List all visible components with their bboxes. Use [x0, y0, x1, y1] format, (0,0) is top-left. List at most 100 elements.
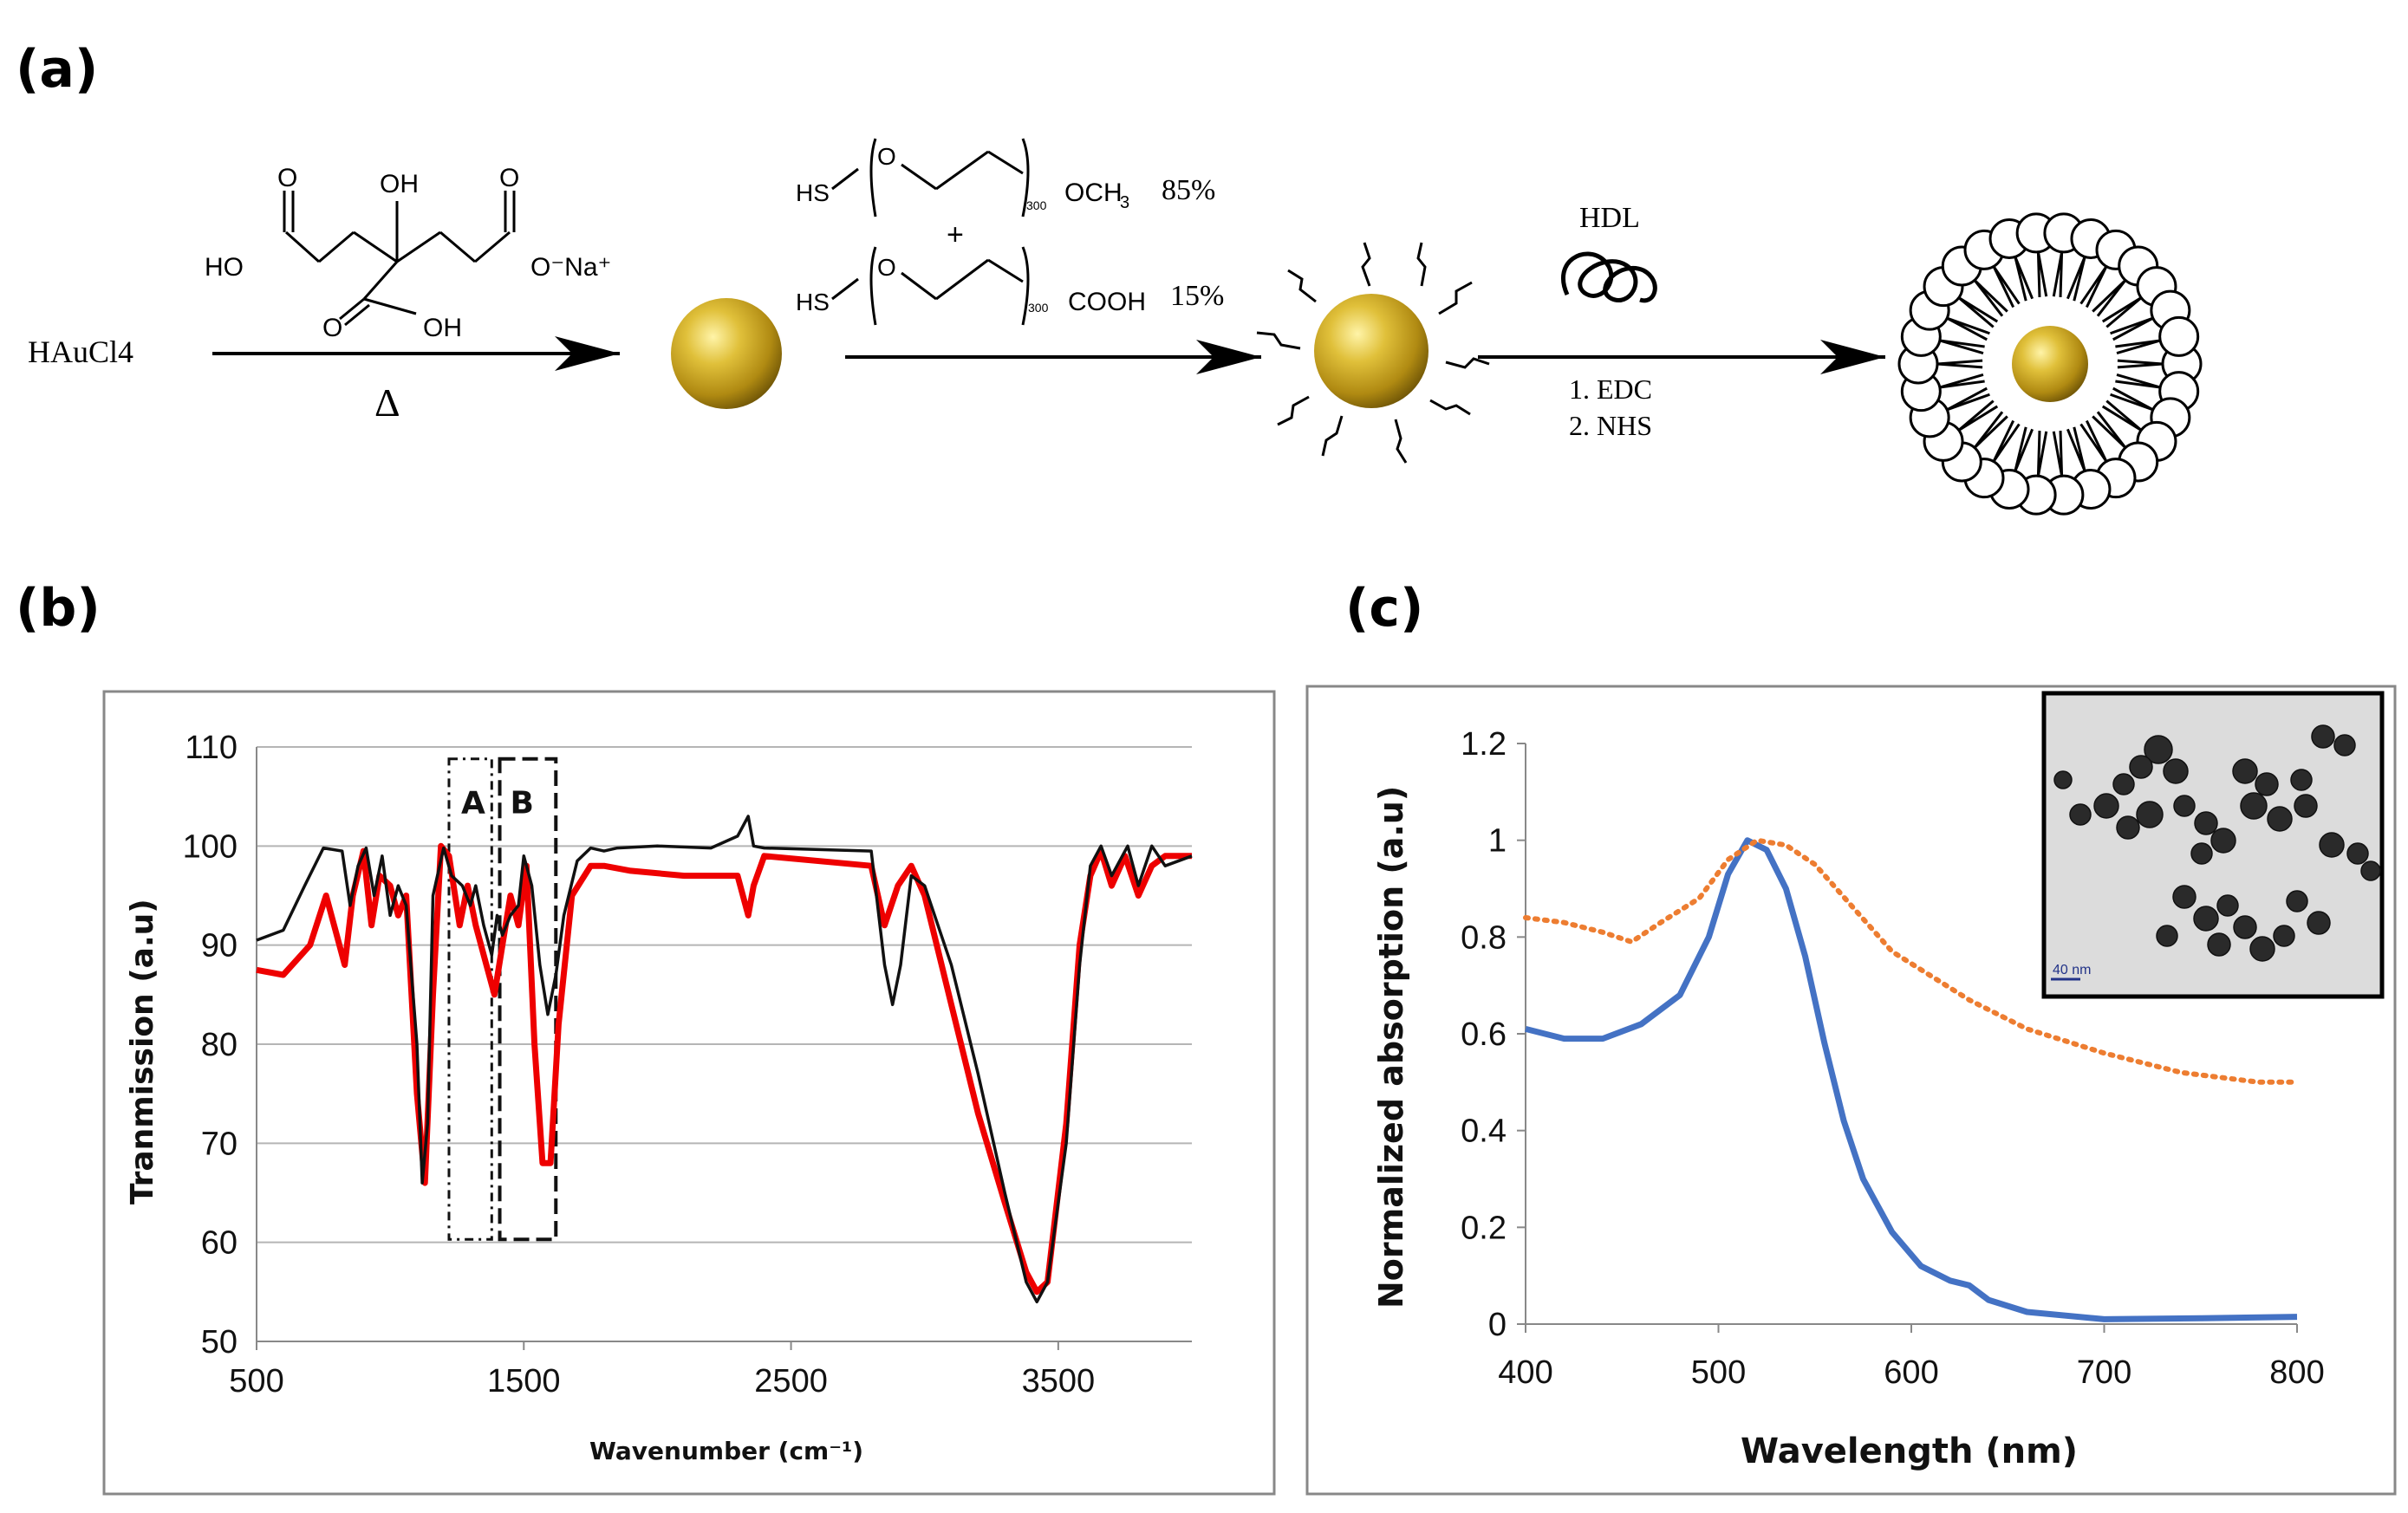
peg2-n: 300	[1028, 301, 1049, 315]
lipid-tail	[1992, 423, 2021, 463]
citrate-ona: O⁻Na⁺	[530, 253, 611, 282]
tem-particle	[2273, 925, 2295, 947]
lipid-tail	[2101, 296, 2142, 323]
sodium-citrate-structure	[283, 191, 516, 327]
peg2-o: O	[877, 254, 896, 281]
tem-particle	[2163, 758, 2189, 784]
peg1-end: OCH	[1064, 179, 1123, 207]
series-line-dotted	[1523, 837, 2300, 1085]
tem-particle	[2255, 772, 2279, 796]
lipid-layer	[1897, 212, 2203, 516]
y-tick-label: 100	[183, 828, 238, 865]
y-tick-label: 50	[201, 1324, 238, 1360]
reactant-label: HAuCl4	[28, 334, 133, 369]
heat-symbol: Δ	[374, 380, 400, 425]
lipid-tail	[1957, 296, 1995, 328]
tem-particle	[2069, 803, 2092, 826]
citrate-o-left: O	[277, 164, 297, 192]
lipid-tail	[1936, 362, 1983, 369]
peg-chains	[1256, 242, 1490, 464]
lipid-tail	[1939, 339, 1984, 355]
lipid-tail	[1939, 380, 1985, 389]
lipid-tail	[2092, 279, 2127, 313]
peg-carboxyl-structure	[831, 246, 1030, 326]
arrow-3-head	[1820, 340, 1885, 374]
lipid-tail	[2112, 386, 2154, 412]
tem-particle	[2307, 911, 2331, 935]
lipid-tail	[2105, 399, 2143, 432]
y-tick-label: 60	[201, 1225, 238, 1262]
tem-particle	[2216, 894, 2239, 917]
tem-particle	[2233, 915, 2257, 939]
lipid-tail	[2079, 265, 2108, 305]
lipid-tail	[2073, 426, 2086, 471]
citrate-o-right: O	[499, 164, 519, 192]
lipid-tail	[2014, 428, 2034, 472]
peg2-hs: HS	[796, 289, 830, 315]
chart-b: 50 60 70 80 90 100 110 500 1500 2500 3500 A B	[183, 730, 1193, 1399]
y-tick-label: 90	[201, 928, 238, 964]
tem-particles	[2053, 724, 2381, 962]
gold-core-hdl	[2012, 326, 2088, 402]
tem-particle	[2093, 793, 2119, 819]
y-tick-label: 0.4	[1461, 1114, 1507, 1150]
pegylated-gold-nanoparticle	[1256, 242, 1490, 464]
tem-particle	[2286, 890, 2308, 912]
lipid-tail	[2014, 256, 2027, 302]
panel-label-b: (b)	[16, 578, 101, 639]
lipid-tail	[1973, 279, 2004, 317]
tem-inset: 40 nm	[2041, 691, 2385, 999]
tem-particle	[2333, 734, 2356, 756]
plus-sign: +	[947, 218, 964, 251]
peg1-percent: 85%	[1162, 174, 1215, 206]
box-b-label: B	[511, 786, 534, 821]
lipid-tail	[1946, 393, 1990, 412]
y-tick-label: 110	[185, 730, 238, 766]
lipid-tail	[2052, 251, 2064, 297]
y-tick-label: 1	[1488, 823, 1507, 860]
gold-core	[1314, 294, 1429, 408]
tem-particle	[2156, 925, 2178, 947]
box-a	[447, 757, 493, 1241]
tem-particle	[2249, 936, 2275, 962]
x-tick-label: 500	[229, 1363, 283, 1399]
peg1-hs: HS	[796, 179, 830, 206]
tem-particle	[2053, 770, 2073, 789]
chart-b-ylabel: Tranmission (a.u)	[125, 899, 160, 1205]
x-tick-label: 500	[1691, 1354, 1746, 1391]
x-tick-label: 1500	[487, 1363, 561, 1399]
peg1-n: 300	[1026, 198, 1047, 212]
box-b	[498, 756, 558, 1242]
peg1-o: O	[877, 143, 896, 170]
lipid-tail	[2066, 256, 2086, 300]
y-tick-label: 0.6	[1461, 1016, 1507, 1053]
tem-particle	[2173, 795, 2196, 817]
box-a-label: A	[461, 786, 485, 821]
y-tick-label: 1.2	[1461, 726, 1507, 763]
x-tick-label: 400	[1498, 1354, 1552, 1391]
lipid-tail	[1992, 265, 2015, 308]
lipid-tail	[2059, 431, 2064, 477]
tem-particle	[2232, 758, 2258, 784]
arrow-1-head	[555, 336, 620, 371]
x-tick-label: 700	[2077, 1354, 2131, 1391]
tem-particle	[2129, 755, 2153, 779]
lipid-tail	[2036, 251, 2041, 297]
tem-particle	[2210, 828, 2236, 854]
tem-particle	[2116, 815, 2140, 840]
tem-particle	[2267, 806, 2293, 832]
tem-particle	[2193, 906, 2219, 932]
citrate-o-bottom: O	[322, 314, 342, 342]
citrate-oh-bottom: OH	[423, 314, 462, 342]
tem-particle	[2346, 842, 2369, 865]
tem-particle	[2311, 724, 2335, 749]
peg-methoxy-structure	[831, 138, 1030, 218]
lipid-tail	[2115, 339, 2161, 348]
panel-label-a: (a)	[16, 39, 98, 100]
lipid-tail	[1973, 415, 2008, 449]
tem-particle	[2207, 932, 2231, 957]
peg2-percent: 15%	[1170, 280, 1224, 312]
lipid-tail	[2116, 373, 2161, 389]
tem-particle	[2194, 811, 2218, 835]
